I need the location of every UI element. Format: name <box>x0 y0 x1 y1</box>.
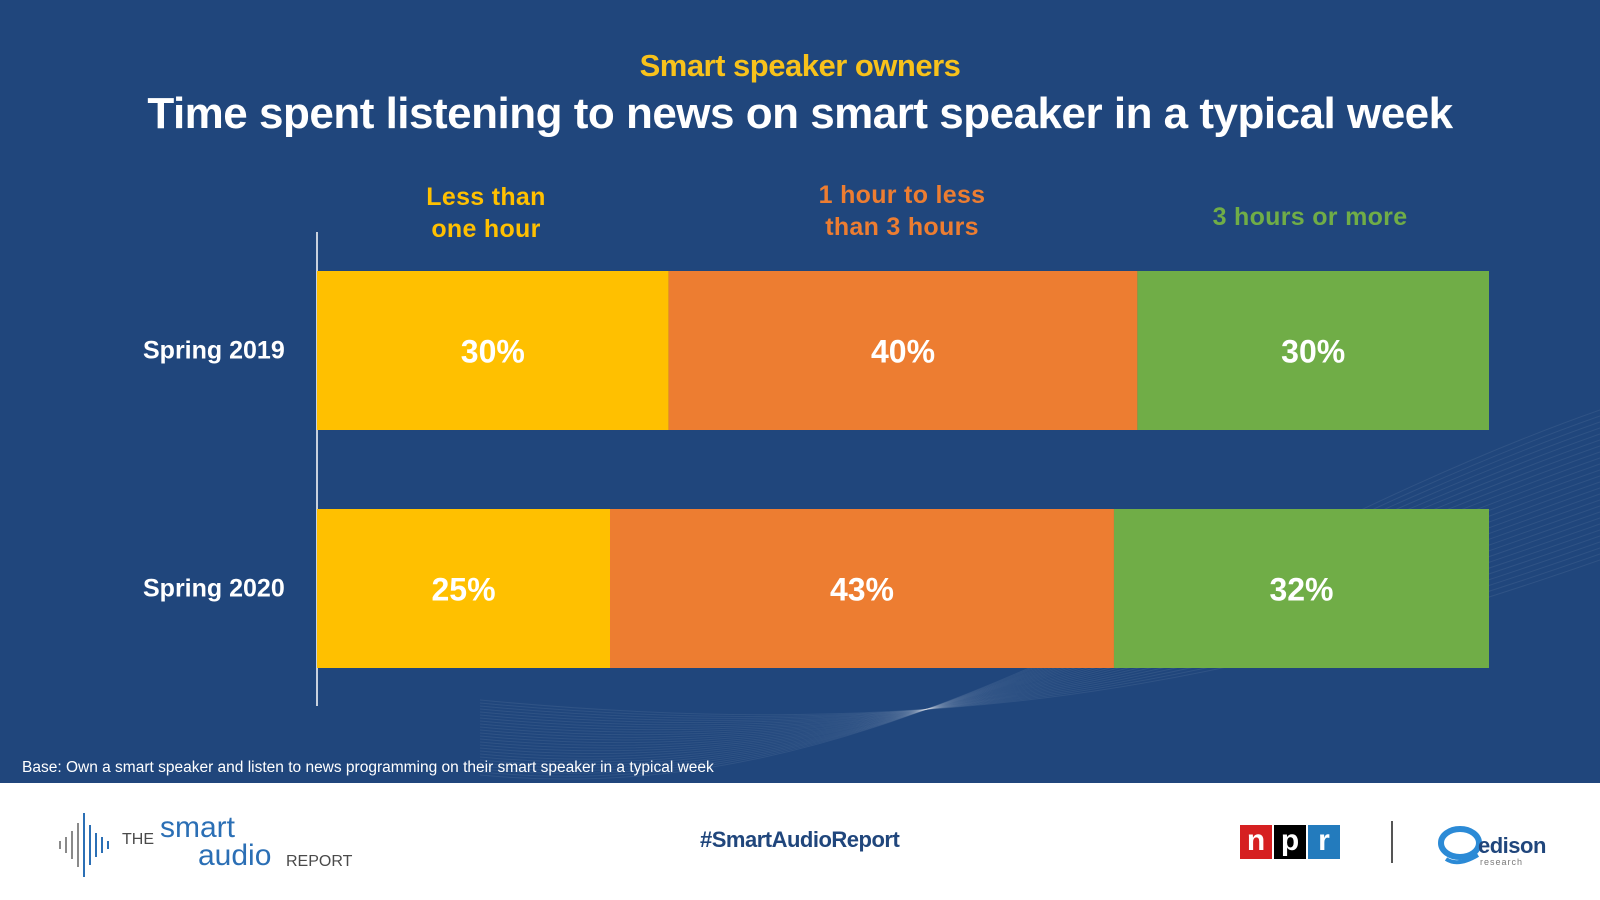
data-label: 30% <box>461 334 525 370</box>
edison-swirl-icon <box>1438 826 1482 865</box>
logo-text-the: THE <box>122 831 154 848</box>
base-footnote: Base: Own a smart speaker and listen to … <box>22 759 714 776</box>
npr-letter-p: p <box>1274 825 1306 859</box>
bar-segment <box>1137 271 1489 430</box>
data-label: 43% <box>830 572 894 608</box>
npr-letter-r: r <box>1308 825 1340 859</box>
chart-subtitle: Smart speaker owners <box>639 48 961 83</box>
chart-panel: Smart speaker owners Time spent listenin… <box>0 0 1600 783</box>
edison-logo-text: edison <box>1478 833 1546 858</box>
stacked-bar-chart: Spring 2019 30% 40% 30% Spring 2020 25% 43% 32% <box>143 232 1489 706</box>
data-label: 30% <box>1281 334 1345 370</box>
legend-less-than-one-hour: Less than one hour <box>426 183 546 243</box>
footer: THE smart audio REPORT #SmartAudioReport… <box>0 783 1600 900</box>
logo-text-audio: audio <box>198 839 272 872</box>
logo-divider <box>1391 821 1393 863</box>
logo-text-report: REPORT <box>286 853 353 870</box>
bar-segment <box>1113 509 1489 668</box>
data-label: 32% <box>1269 572 1333 608</box>
chart-title: Time spent listening to news on smart sp… <box>147 89 1453 138</box>
data-label: 40% <box>871 334 935 370</box>
edison-logo-subtext: research <box>1480 857 1524 867</box>
bar-segment <box>317 509 610 668</box>
logo-text-smart: smart <box>160 811 235 844</box>
legend-one-to-three-hours: 1 hour to less than 3 hours <box>818 181 986 241</box>
data-label: 25% <box>431 572 495 608</box>
npr-logo: n p r <box>1240 825 1342 859</box>
legend-three-hours-or-more: 3 hours or more <box>1212 203 1408 231</box>
category-label: Spring 2020 <box>143 575 285 603</box>
bar-segment <box>317 271 669 430</box>
bar-segment <box>668 271 1138 430</box>
soundwave-logo-icon <box>59 813 109 877</box>
bar-segment <box>610 509 1114 668</box>
hashtag: #SmartAudioReport <box>700 827 900 852</box>
npr-letter-n: n <box>1240 825 1272 859</box>
category-label: Spring 2019 <box>143 337 285 365</box>
